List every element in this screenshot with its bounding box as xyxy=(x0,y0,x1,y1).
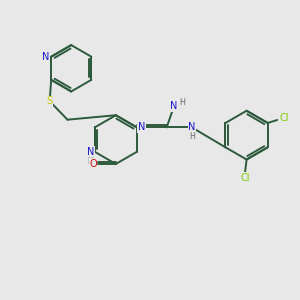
Text: H: H xyxy=(190,132,195,141)
Text: N: N xyxy=(170,101,178,111)
Text: H: H xyxy=(179,98,185,107)
Text: N: N xyxy=(87,147,94,157)
Text: N: N xyxy=(42,52,50,62)
Text: Cl: Cl xyxy=(240,173,250,183)
Text: N: N xyxy=(188,122,196,132)
Text: O: O xyxy=(89,159,97,169)
Text: N: N xyxy=(138,122,145,132)
Text: H: H xyxy=(87,157,93,166)
Text: S: S xyxy=(46,96,53,106)
Text: Cl: Cl xyxy=(279,113,289,124)
